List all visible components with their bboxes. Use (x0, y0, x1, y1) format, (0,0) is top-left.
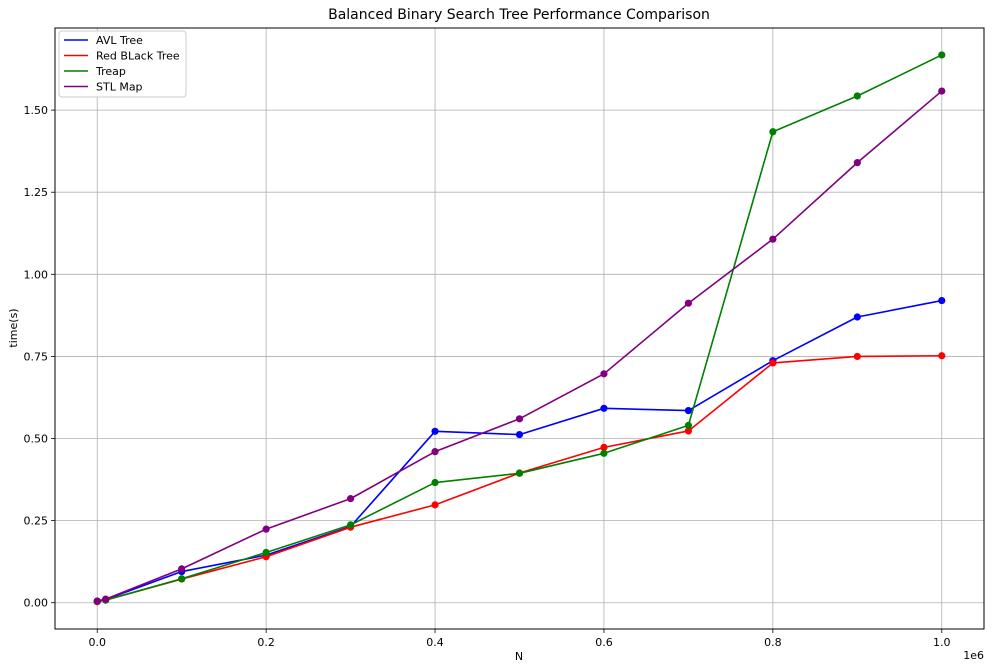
y-tick-label: 1.25 (24, 186, 49, 199)
data-point (938, 296, 946, 305)
data-point (600, 370, 608, 378)
data-point (853, 313, 861, 321)
data-point (853, 92, 861, 100)
data-point (600, 404, 608, 412)
data-point (178, 565, 186, 573)
y-tick-label: 0.50 (24, 433, 49, 446)
data-point (938, 51, 946, 59)
series-layer (93, 51, 946, 606)
data-point (853, 352, 861, 361)
data-point (515, 469, 524, 477)
data-point (600, 443, 608, 451)
y-tick-label: 0.00 (24, 597, 49, 610)
legend-label: Treap (95, 65, 126, 78)
x-tick-label: 0.2 (257, 636, 275, 649)
x-axis-offset-label: 1e6 (963, 649, 984, 662)
data-point (853, 159, 861, 167)
series-line (97, 54, 943, 603)
x-axis-label: N (515, 650, 523, 663)
series-group (93, 296, 946, 605)
y-tick-label: 0.75 (24, 350, 49, 363)
legend-label: STL Map (96, 81, 143, 94)
data-point (178, 575, 186, 583)
grid-lines (55, 28, 984, 629)
data-point (515, 415, 524, 423)
data-point (431, 478, 439, 487)
data-point (684, 407, 693, 415)
data-point (938, 352, 946, 360)
data-point (684, 427, 693, 435)
data-point (346, 521, 355, 529)
data-point (262, 525, 270, 533)
y-tick-label: 0.25 (24, 515, 49, 528)
data-point (684, 421, 693, 429)
series-group (93, 87, 946, 605)
x-tick-label: 0.0 (88, 636, 106, 649)
series-group (93, 51, 946, 606)
legend: AVL Tree Red BLack Tree Treap STL Map (58, 30, 187, 98)
data-point (431, 427, 439, 435)
data-point (102, 595, 110, 603)
y-axis-label: time(s) (7, 308, 20, 347)
x-tick-label: 0.4 (426, 636, 444, 649)
axis-ticks: 0.0 0.2 0.4 0.6 0.8 1.0 0.00 0.25 0.50 0.75 1.00 1.… (24, 104, 951, 649)
plot-frame (54, 27, 985, 630)
legend-label: AVL Tree (96, 34, 143, 47)
data-point (769, 235, 777, 243)
data-point (769, 359, 777, 367)
x-tick-label: 0.6 (595, 636, 613, 649)
legend-box (58, 30, 187, 98)
data-point (262, 548, 270, 557)
data-point (515, 430, 524, 439)
data-point (684, 299, 693, 307)
data-point (600, 449, 608, 457)
x-tick-label: 1.0 (933, 636, 951, 649)
data-point (431, 448, 439, 456)
chart-title: Balanced Binary Search Tree Performance … (328, 7, 710, 23)
data-point (431, 501, 439, 509)
y-tick-label: 1.00 (24, 268, 49, 281)
x-tick-label: 0.8 (764, 636, 782, 649)
data-point (93, 597, 101, 605)
data-point (346, 495, 355, 503)
legend-label: Red BLack Tree (96, 50, 180, 63)
y-tick-label: 1.50 (24, 104, 49, 117)
series-group (93, 352, 946, 606)
series-line (97, 299, 942, 602)
data-point (769, 128, 777, 136)
series-line (97, 90, 943, 602)
data-point (938, 87, 946, 95)
